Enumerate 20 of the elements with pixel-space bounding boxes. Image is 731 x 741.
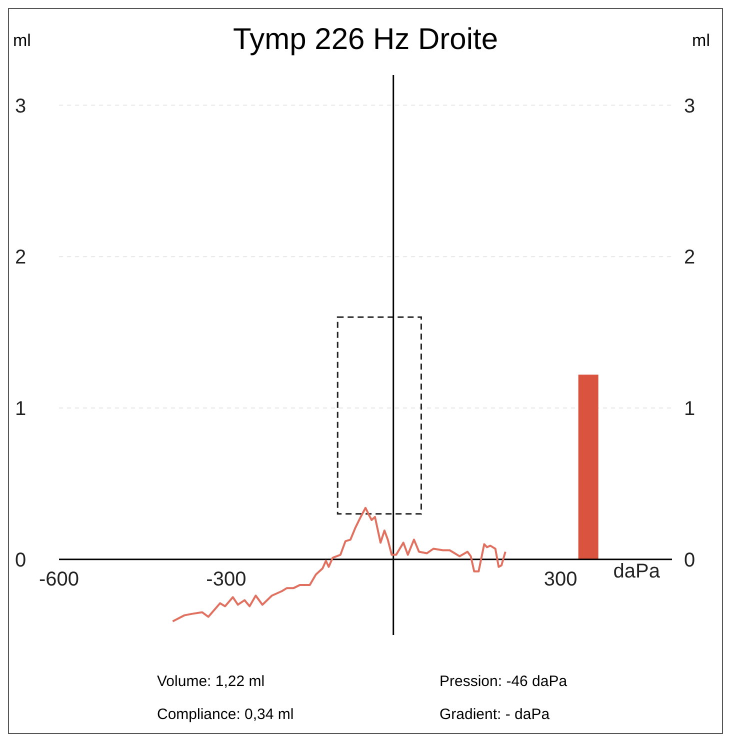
y-tick-label: 1 <box>15 398 26 420</box>
y2-tick-label: 3 <box>684 95 696 118</box>
y-axis-title: ml <box>13 31 31 51</box>
y2-tick-label: 0 <box>684 549 696 572</box>
y-tick-label: 3 <box>15 95 26 118</box>
x-tick-label: -600 <box>38 568 80 590</box>
y2-tick-label: 1 <box>684 398 696 420</box>
text: Pression: -46 daPa <box>440 673 568 690</box>
x-axis-title: daPa <box>613 560 661 582</box>
y2-axis-title: ml <box>692 31 710 51</box>
y2-tick-label: 2 <box>684 246 696 269</box>
text: Compliance: 0,34 ml <box>157 706 295 723</box>
x-tick-label: -300 <box>206 568 246 590</box>
chart-title: Tymp 226 Hz Droite <box>232 23 498 56</box>
line-series <box>172 506 506 622</box>
x-tick-label: 300 <box>544 568 578 590</box>
y-tick-label: 0 <box>15 549 26 572</box>
text: Gradient: - daPa <box>440 706 551 723</box>
y-tick-label: 2 <box>15 246 26 269</box>
text: Volume: 1,22 ml <box>157 673 266 690</box>
